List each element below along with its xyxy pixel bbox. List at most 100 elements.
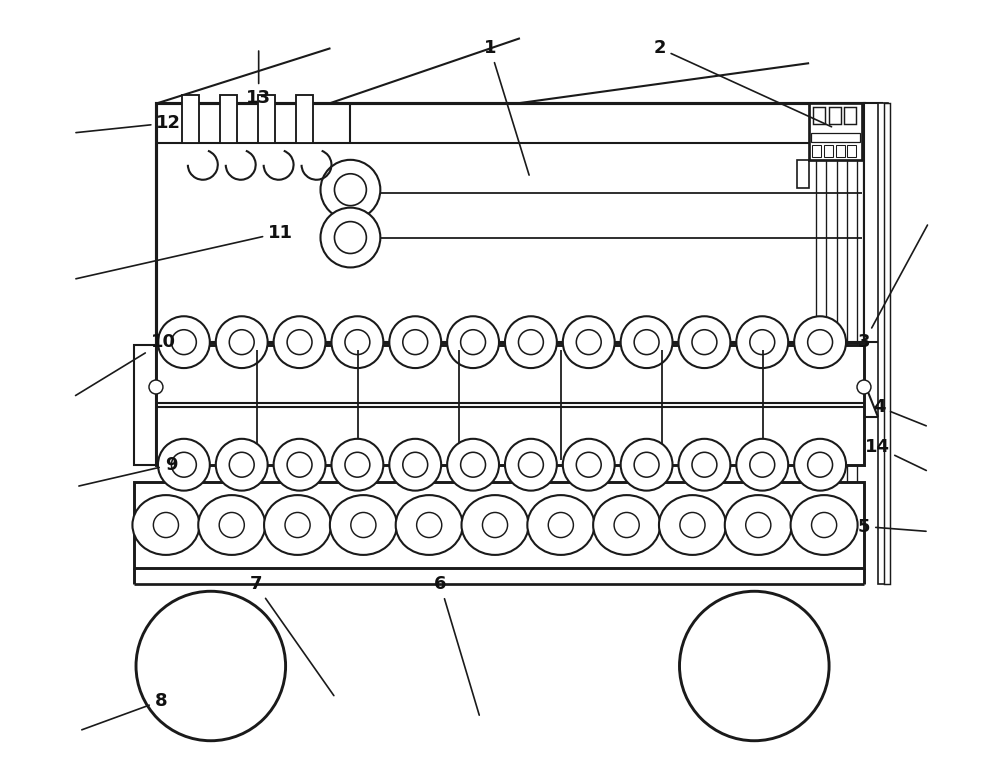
Circle shape bbox=[447, 316, 499, 368]
Text: 13: 13 bbox=[246, 51, 271, 107]
Circle shape bbox=[576, 329, 601, 354]
Circle shape bbox=[285, 513, 310, 538]
Circle shape bbox=[518, 329, 543, 354]
Circle shape bbox=[321, 160, 380, 220]
Bar bbox=[836, 145, 845, 157]
Circle shape bbox=[403, 329, 428, 354]
Ellipse shape bbox=[527, 495, 594, 555]
Bar bbox=[812, 145, 821, 157]
Bar bbox=[809, 103, 862, 160]
Circle shape bbox=[750, 329, 775, 354]
Bar bbox=[847, 145, 856, 157]
Circle shape bbox=[808, 329, 833, 354]
Bar bbox=[844, 107, 856, 124]
Bar bbox=[156, 345, 864, 465]
Circle shape bbox=[149, 380, 163, 394]
Ellipse shape bbox=[462, 495, 529, 555]
Bar bbox=[134, 482, 864, 568]
Bar bbox=[864, 103, 882, 342]
Circle shape bbox=[746, 513, 771, 538]
Circle shape bbox=[287, 452, 312, 477]
Circle shape bbox=[461, 329, 486, 354]
Text: 12: 12 bbox=[76, 114, 181, 133]
Circle shape bbox=[576, 452, 601, 477]
Circle shape bbox=[136, 591, 286, 740]
Circle shape bbox=[621, 316, 673, 368]
Bar bbox=[296, 95, 313, 143]
Circle shape bbox=[389, 439, 441, 490]
Circle shape bbox=[321, 207, 380, 267]
Circle shape bbox=[345, 329, 370, 354]
Ellipse shape bbox=[330, 495, 397, 555]
Circle shape bbox=[351, 513, 376, 538]
Ellipse shape bbox=[198, 495, 265, 555]
Circle shape bbox=[736, 439, 788, 490]
Ellipse shape bbox=[396, 495, 463, 555]
Bar bbox=[811, 133, 860, 142]
Circle shape bbox=[274, 316, 325, 368]
Bar bbox=[156, 103, 864, 342]
Ellipse shape bbox=[791, 495, 858, 555]
Circle shape bbox=[334, 174, 366, 206]
Circle shape bbox=[219, 513, 244, 538]
Circle shape bbox=[274, 439, 325, 490]
Circle shape bbox=[389, 316, 441, 368]
Circle shape bbox=[158, 439, 210, 490]
Circle shape bbox=[287, 329, 312, 354]
Bar bbox=[829, 107, 841, 124]
Circle shape bbox=[334, 221, 366, 253]
Text: 6: 6 bbox=[434, 575, 479, 715]
Text: 14: 14 bbox=[864, 437, 926, 471]
Circle shape bbox=[679, 439, 730, 490]
Circle shape bbox=[229, 452, 254, 477]
Bar bbox=[878, 103, 888, 584]
Circle shape bbox=[614, 513, 639, 538]
Ellipse shape bbox=[264, 495, 331, 555]
Circle shape bbox=[158, 316, 210, 368]
Text: 1: 1 bbox=[484, 39, 529, 175]
Circle shape bbox=[680, 513, 705, 538]
Circle shape bbox=[216, 439, 268, 490]
Circle shape bbox=[171, 452, 196, 477]
Circle shape bbox=[857, 380, 871, 394]
Bar bbox=[813, 107, 825, 124]
Bar bbox=[134, 345, 156, 465]
Bar bbox=[182, 95, 199, 143]
Text: 3: 3 bbox=[858, 225, 927, 351]
Text: 10: 10 bbox=[76, 333, 175, 395]
Text: 11: 11 bbox=[76, 224, 293, 279]
Circle shape bbox=[621, 439, 673, 490]
Circle shape bbox=[563, 439, 615, 490]
Circle shape bbox=[563, 316, 615, 368]
Bar bbox=[884, 103, 890, 584]
Ellipse shape bbox=[593, 495, 660, 555]
Circle shape bbox=[680, 591, 829, 740]
Circle shape bbox=[482, 513, 508, 538]
Ellipse shape bbox=[725, 495, 792, 555]
Circle shape bbox=[447, 439, 499, 490]
Text: 5: 5 bbox=[858, 517, 926, 535]
Circle shape bbox=[417, 513, 442, 538]
Ellipse shape bbox=[659, 495, 726, 555]
Circle shape bbox=[808, 452, 833, 477]
Text: 4: 4 bbox=[873, 398, 926, 426]
Bar bbox=[258, 95, 275, 143]
Text: 2: 2 bbox=[653, 39, 832, 127]
Bar bbox=[824, 145, 833, 157]
Circle shape bbox=[345, 452, 370, 477]
Text: 7: 7 bbox=[249, 575, 334, 695]
Circle shape bbox=[171, 329, 196, 354]
Circle shape bbox=[153, 513, 178, 538]
Circle shape bbox=[750, 452, 775, 477]
Circle shape bbox=[331, 316, 383, 368]
Circle shape bbox=[216, 316, 268, 368]
Circle shape bbox=[229, 329, 254, 354]
Circle shape bbox=[794, 316, 846, 368]
Circle shape bbox=[331, 439, 383, 490]
Bar bbox=[220, 95, 237, 143]
Circle shape bbox=[812, 513, 837, 538]
Circle shape bbox=[505, 439, 557, 490]
Circle shape bbox=[548, 513, 573, 538]
Circle shape bbox=[794, 439, 846, 490]
Circle shape bbox=[692, 452, 717, 477]
